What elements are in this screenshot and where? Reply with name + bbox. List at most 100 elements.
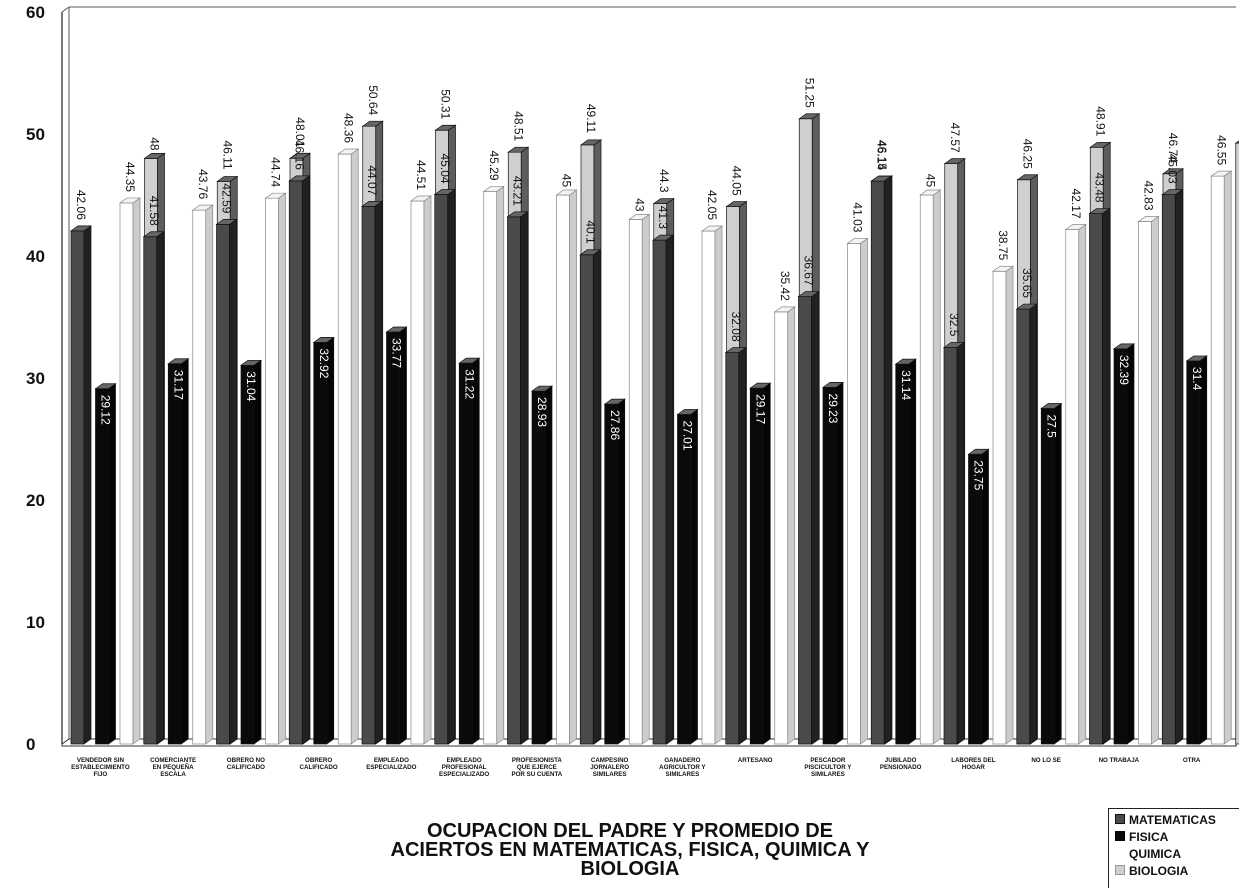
data-label-fisica: 32.39	[1117, 355, 1131, 385]
legend-swatch-biologia	[1115, 865, 1125, 875]
bar-fisica-front	[822, 387, 837, 745]
data-label-fisica: 31.14	[899, 370, 913, 400]
x-category-label: EMPLEADO	[447, 757, 482, 764]
bar-fisica	[94, 383, 117, 745]
chart-title-line: BIOLOGIA	[580, 858, 680, 880]
bar-biologia-top	[507, 146, 530, 153]
bar-matematicas-top	[506, 211, 529, 218]
bar-matematicas-top	[288, 175, 311, 182]
bar-fisica-side	[1053, 402, 1062, 745]
bar-quimica-side	[278, 192, 286, 745]
data-label-quimica: 48.36	[341, 113, 355, 143]
bar-biologia-top	[652, 198, 675, 204]
data-label-matematicas: 36.67	[802, 256, 816, 286]
bar-quimica	[846, 237, 869, 745]
bar-biologia-top	[943, 158, 966, 164]
data-label-biologia: 46.74	[1166, 133, 1180, 163]
data-label-biologia: 48.51	[511, 111, 525, 141]
bar-biologia-top	[143, 153, 166, 159]
data-label-matematicas: 32.08	[729, 312, 743, 342]
x-category-label: JUBILADO	[885, 757, 917, 764]
data-label-matematicas: 40.1	[583, 220, 597, 244]
legend-label: FISICA	[1129, 830, 1169, 844]
bar-matematicas-front	[70, 230, 85, 745]
x-category-label: OTRA	[1183, 757, 1201, 764]
bar-matematicas-front	[725, 352, 740, 745]
bar-quimica-side	[132, 197, 141, 745]
data-label-fisica: 29.17	[753, 394, 767, 424]
y-tick-label: 60	[26, 3, 45, 22]
bar-fisica	[1112, 343, 1136, 745]
bar-quimica-front	[119, 202, 134, 745]
bar-biologia-top	[434, 124, 457, 131]
bar-quimica-side	[1151, 215, 1159, 745]
bar-matematicas	[651, 234, 675, 745]
bar-quimica	[555, 189, 578, 745]
bar-fisica-front	[531, 390, 546, 745]
bar-fisica-front	[895, 363, 910, 745]
x-category-label: LABORES DEL	[951, 757, 996, 764]
x-category-label: SIMILARES	[811, 771, 845, 778]
bar-quimica-front	[265, 197, 279, 745]
bar-matematicas	[1161, 188, 1184, 745]
bar-quimica-front	[556, 194, 570, 745]
x-category-label: EMPLEADO	[374, 757, 409, 764]
bar-matematicas-front	[216, 224, 230, 745]
bar-quimica-top	[991, 265, 1015, 272]
bar-biologia-top	[579, 139, 603, 146]
data-label-quimica: 45	[923, 174, 937, 188]
y-tick-label: 50	[26, 125, 45, 144]
bar-matematicas	[142, 231, 165, 745]
bar-fisica	[821, 381, 845, 745]
bar-matematicas-front	[1016, 308, 1031, 745]
bar-matematicas-top	[360, 200, 384, 207]
bar-quimica-top	[555, 189, 578, 196]
legend-swatch-matematicas	[1115, 814, 1125, 824]
bar-fisica-front	[1186, 360, 1201, 745]
bar-fisica	[749, 382, 772, 745]
legend-item-quimica: QUIMICA	[1115, 846, 1239, 863]
bar-matematicas-top	[1088, 208, 1111, 214]
bar-quimica	[482, 185, 505, 745]
bar-matematicas-top	[870, 175, 893, 182]
bar-fisica-front	[95, 388, 109, 745]
bar-quimica-side	[787, 306, 796, 745]
bar-quimica-top	[773, 306, 796, 313]
bar-matematicas-top	[142, 231, 165, 238]
bar-fisica-side	[1126, 343, 1135, 745]
bar-quimica-side	[860, 237, 868, 745]
x-category-label: PROFESIONAL	[442, 764, 487, 771]
bar-biologia-top	[216, 176, 239, 182]
bar-fisica-top	[312, 337, 335, 343]
x-category-label: SIMILARES	[593, 771, 627, 778]
bar-matematicas-top	[797, 291, 820, 297]
bar-matematicas-top	[433, 189, 456, 195]
y-axis-ticks: 0 10 20 30 40 50 60	[26, 3, 45, 754]
bar-matematicas	[870, 175, 893, 745]
bar-matematicas-top	[1015, 303, 1038, 310]
data-label-fisica: 31.22	[462, 369, 476, 399]
data-label-matematicas: 44.07	[365, 165, 379, 195]
bar-quimica-side	[641, 213, 650, 745]
bar-fisica	[894, 358, 917, 745]
x-category-label: NO TRABAJA	[1099, 757, 1140, 764]
data-labels: 42.06 29.12 44.35 48 41.58 31.17 43.76 46.11 42.…	[74, 78, 1239, 491]
bar-biologia-top	[1161, 168, 1185, 175]
bar-quimica	[919, 189, 942, 745]
bar-quimica-side	[423, 195, 432, 745]
data-label-biologia: 50.64	[366, 85, 380, 115]
bar-quimica-front	[628, 219, 643, 745]
x-category-label: HOGAR	[962, 764, 986, 771]
bar-matematicas	[288, 175, 311, 745]
bar-fisica-side	[981, 448, 989, 745]
bar-matematicas-side	[229, 218, 237, 745]
data-label-matematicas: 41.3	[656, 206, 670, 230]
bar-matematicas-top	[651, 234, 675, 241]
data-label-quimica: 42.17	[1069, 189, 1083, 219]
bar-matematicas	[942, 341, 966, 745]
x-category-label: CALIFICADO	[300, 764, 338, 771]
data-label-quimica: 43.76	[196, 169, 210, 199]
bar-quimica	[118, 197, 142, 745]
bar-fisica-top	[749, 382, 772, 389]
x-category-label: POR SU CUENTA	[511, 771, 562, 778]
